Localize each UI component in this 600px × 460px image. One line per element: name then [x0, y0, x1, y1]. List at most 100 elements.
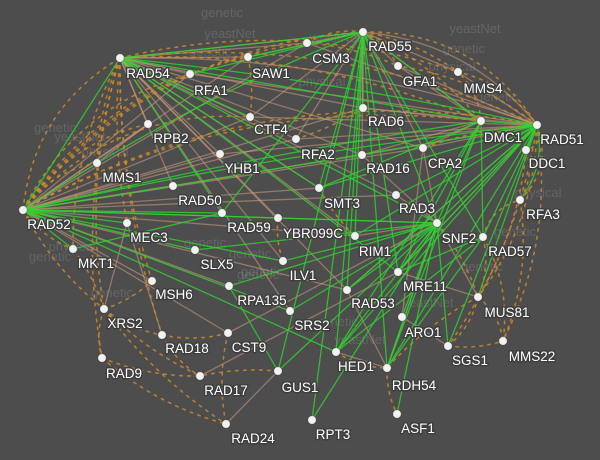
node-label-RAD55[interactable]: RAD55 [367, 38, 414, 56]
node-label-RAD59[interactable]: RAD59 [226, 219, 273, 237]
node-YBR099C[interactable] [273, 213, 283, 223]
node-label-RAD54[interactable]: RAD54 [125, 65, 172, 83]
node-RAD17[interactable] [195, 371, 205, 381]
node-MMS22[interactable] [498, 336, 508, 346]
node-label-XRS2[interactable]: XRS2 [106, 315, 144, 333]
node-label-CSM3[interactable]: CSM3 [311, 50, 352, 68]
node-label-CST9[interactable]: CST9 [230, 339, 268, 357]
node-DDC1[interactable] [521, 145, 531, 155]
node-RAD24[interactable] [221, 419, 231, 429]
node-label-MMS4[interactable]: MMS4 [462, 80, 504, 98]
node-GFA1[interactable] [393, 61, 403, 71]
node-label-RAD24[interactable]: RAD24 [230, 430, 277, 448]
node-SRS2[interactable] [285, 306, 295, 316]
node-label-ILV1[interactable]: ILV1 [288, 267, 318, 285]
node-RFA1[interactable] [185, 69, 195, 79]
node-RAD16[interactable] [357, 150, 367, 160]
node-RAD57[interactable] [478, 232, 488, 242]
node-label-RDH54[interactable]: RDH54 [390, 377, 438, 395]
node-label-MMS1[interactable]: MMS1 [101, 169, 143, 187]
node-label-MRE11[interactable]: MRE11 [401, 278, 448, 296]
node-label-CTF4[interactable]: CTF4 [253, 121, 290, 139]
node-label-RAD6[interactable]: RAD6 [366, 113, 405, 131]
node-RAD59[interactable] [217, 208, 227, 218]
node-RAD54[interactable] [115, 53, 125, 63]
node-HED1[interactable] [331, 347, 341, 357]
node-label-SMT3[interactable]: SMT3 [322, 195, 361, 213]
node-RAD52[interactable] [18, 205, 28, 215]
node-label-RFA3[interactable]: RFA3 [525, 206, 562, 224]
node-RFA2[interactable] [291, 134, 301, 144]
node-GUS1[interactable] [273, 366, 283, 376]
node-CSM3[interactable] [302, 38, 312, 48]
node-label-RFA2[interactable]: RFA2 [300, 146, 337, 164]
node-ILV1[interactable] [278, 256, 288, 266]
node-label-GFA1[interactable]: GFA1 [401, 73, 439, 91]
node-label-RAD53[interactable]: RAD53 [350, 295, 397, 313]
node-RPT3[interactable] [307, 415, 317, 425]
node-label-SGS1[interactable]: SGS1 [450, 352, 489, 370]
node-RAD18[interactable] [157, 330, 167, 340]
node-label-GUS1[interactable]: GUS1 [280, 379, 320, 397]
node-label-MMS22[interactable]: MMS22 [507, 348, 557, 366]
node-label-RAD57[interactable]: RAD57 [487, 243, 534, 261]
node-label-SLX5[interactable]: SLX5 [199, 256, 235, 274]
node-label-MSH6[interactable]: MSH6 [154, 286, 195, 304]
node-label-MUS81[interactable]: MUS81 [483, 304, 531, 322]
node-label-ASF1[interactable]: ASF1 [400, 420, 437, 438]
node-SGS1[interactable] [443, 341, 453, 351]
node-label-RPA135[interactable]: RPA135 [236, 292, 288, 310]
node-CTF4[interactable] [245, 112, 255, 122]
node-label-YBR099C[interactable]: YBR099C [281, 225, 344, 243]
node-label-RAD18[interactable]: RAD18 [164, 340, 211, 358]
node-RFA3[interactable] [515, 195, 525, 205]
node-label-RAD3[interactable]: RAD3 [397, 200, 436, 218]
node-label-SAW1[interactable]: SAW1 [251, 65, 292, 83]
node-YHB1[interactable] [215, 149, 225, 159]
node-label-RAD52[interactable]: RAD52 [26, 216, 73, 234]
node-label-RPB2[interactable]: RPB2 [152, 130, 190, 148]
node-MMS4[interactable] [453, 67, 463, 77]
node-label-RPT3[interactable]: RPT3 [314, 426, 352, 444]
node-RAD51[interactable] [532, 120, 542, 130]
node-CPA2[interactable] [418, 143, 428, 153]
node-RDH54[interactable] [382, 363, 392, 373]
node-RIM1[interactable] [350, 231, 360, 241]
node-SLX5[interactable] [190, 245, 200, 255]
node-CST9[interactable] [223, 328, 233, 338]
node-label-RAD51[interactable]: RAD51 [539, 131, 586, 149]
node-label-DDC1[interactable]: DDC1 [527, 155, 567, 173]
node-MRE11[interactable] [393, 267, 403, 277]
node-MEC3[interactable] [122, 218, 132, 228]
node-DMC1[interactable] [476, 116, 486, 126]
node-label-SRS2[interactable]: SRS2 [293, 317, 331, 335]
node-RAD6[interactable] [358, 103, 368, 113]
node-label-RAD17[interactable]: RAD17 [203, 382, 250, 400]
node-label-SNF2[interactable]: SNF2 [440, 230, 478, 248]
node-label-MKT1[interactable]: MKT1 [76, 255, 115, 273]
node-label-MEC3[interactable]: MEC3 [129, 229, 170, 247]
node-MMS1[interactable] [92, 158, 102, 168]
node-SAW1[interactable] [243, 52, 253, 62]
node-RAD55[interactable] [358, 27, 368, 37]
node-RAD53[interactable] [342, 285, 352, 295]
node-label-HED1[interactable]: HED1 [336, 358, 375, 376]
node-MSH6[interactable] [147, 276, 157, 286]
node-XRS2[interactable] [99, 304, 109, 314]
node-RPB2[interactable] [143, 119, 153, 129]
node-label-RAD9[interactable]: RAD9 [104, 365, 143, 383]
node-label-RFA1[interactable]: RFA1 [193, 82, 230, 100]
node-label-DMC1[interactable]: DMC1 [482, 129, 523, 147]
node-MKT1[interactable] [68, 244, 78, 254]
node-label-RAD16[interactable]: RAD16 [365, 160, 412, 178]
node-ARO1[interactable] [397, 312, 407, 322]
node-MUS81[interactable] [473, 292, 483, 302]
node-SNF2[interactable] [432, 218, 442, 228]
node-RAD9[interactable] [97, 353, 107, 363]
node-RPA135[interactable] [224, 281, 234, 291]
node-label-RAD50[interactable]: RAD50 [177, 192, 224, 210]
node-RAD50[interactable] [168, 181, 178, 191]
node-label-YHB1[interactable]: YHB1 [223, 160, 261, 178]
